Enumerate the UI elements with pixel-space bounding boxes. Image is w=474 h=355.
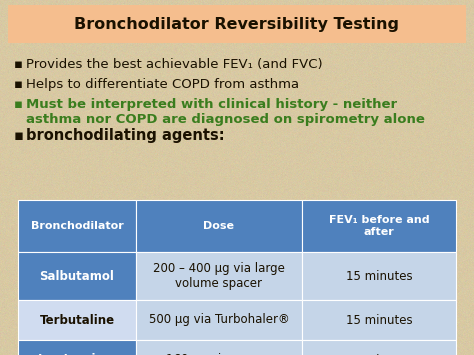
Bar <box>18 300 136 340</box>
Bar <box>18 200 136 252</box>
Text: Helps to differentiate COPD from asthma: Helps to differentiate COPD from asthma <box>26 78 299 91</box>
Bar <box>136 200 302 252</box>
Text: ▪: ▪ <box>14 78 23 91</box>
Text: Ipratropium: Ipratropium <box>37 354 117 355</box>
Bar <box>302 252 456 300</box>
Bar <box>302 200 456 252</box>
Text: Salbutamol: Salbutamol <box>39 269 114 283</box>
Text: Bronchodilator: Bronchodilator <box>31 221 123 231</box>
Bar <box>8 5 466 43</box>
Text: 45 minutes: 45 minutes <box>346 354 412 355</box>
Bar <box>136 340 302 355</box>
Text: bronchodilating agents:: bronchodilating agents: <box>26 128 225 143</box>
Bar <box>136 300 302 340</box>
Text: 15 minutes: 15 minutes <box>346 313 412 327</box>
Text: 500 μg via Turbohaler®: 500 μg via Turbohaler® <box>149 313 289 327</box>
Bar <box>18 340 136 355</box>
Bar <box>302 300 456 340</box>
Text: ▪: ▪ <box>14 58 23 71</box>
Text: Provides the best achievable FEV₁ (and FVC): Provides the best achievable FEV₁ (and F… <box>26 58 323 71</box>
Text: Bronchodilator Reversibility Testing: Bronchodilator Reversibility Testing <box>74 16 400 32</box>
Text: 15 minutes: 15 minutes <box>346 269 412 283</box>
Bar <box>302 340 456 355</box>
Bar <box>18 252 136 300</box>
Text: Must be interpreted with clinical history - neither
asthma nor COPD are diagnose: Must be interpreted with clinical histor… <box>26 98 425 126</box>
Text: FEV₁ before and
after: FEV₁ before and after <box>328 215 429 237</box>
Text: ▪: ▪ <box>14 128 24 143</box>
Text: ▪: ▪ <box>14 98 23 111</box>
Bar <box>136 252 302 300</box>
Text: 200 – 400 μg via large
volume spacer: 200 – 400 μg via large volume spacer <box>153 262 285 290</box>
Text: 160 μg via spacer: 160 μg via spacer <box>166 354 272 355</box>
Text: Terbutaline: Terbutaline <box>39 313 115 327</box>
Text: Dose: Dose <box>203 221 235 231</box>
